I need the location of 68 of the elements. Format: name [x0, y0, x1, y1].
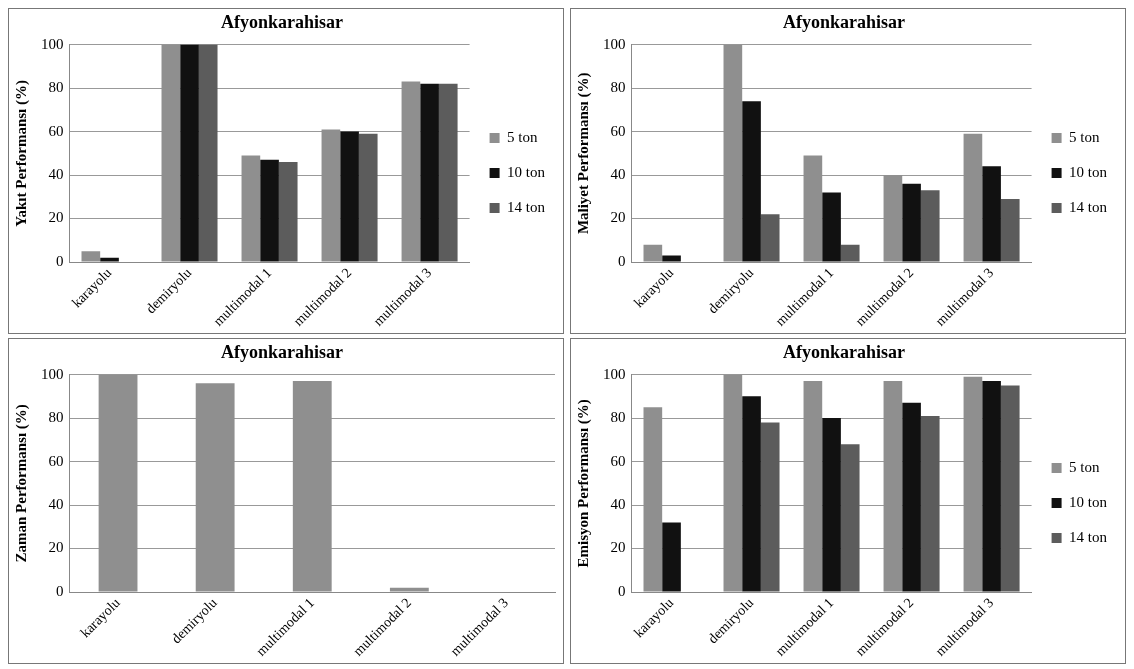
bar: [840, 244, 860, 262]
bar: [982, 166, 1001, 262]
legend-label: 5 ton: [1069, 128, 1100, 145]
y-tick-label: 80: [48, 409, 64, 426]
y-tick-label: 80: [48, 79, 64, 96]
bar: [260, 159, 279, 262]
bar: [822, 418, 841, 592]
y-tick-label: 60: [610, 452, 626, 469]
chart-title: Afyonkarahisar: [220, 342, 344, 363]
legend-label: 14 ton: [1069, 198, 1108, 215]
bar: [1000, 385, 1020, 592]
legend-label: 5 ton: [1069, 458, 1100, 475]
y-tick-label: 100: [41, 365, 64, 382]
legend-label: 10 ton: [1069, 163, 1108, 180]
bar: [278, 162, 298, 262]
y-tick-label: 0: [56, 252, 64, 269]
y-tick-label: 60: [48, 452, 64, 469]
y-tick-label: 60: [610, 122, 626, 139]
bar: [902, 183, 921, 262]
y-tick-label: 40: [610, 166, 626, 183]
y-tick-label: 20: [610, 539, 626, 556]
bar: [358, 133, 378, 262]
bar: [822, 192, 841, 262]
bar: [920, 190, 940, 262]
bar: [1000, 198, 1020, 262]
y-tick-label: 80: [610, 79, 626, 96]
bar: [840, 444, 860, 592]
y-axis-title: Emisyon Performansı (%): [574, 399, 592, 568]
y-tick-label: 20: [610, 209, 626, 226]
bar: [180, 44, 199, 262]
y-tick-label: 0: [618, 582, 626, 599]
chart-title: Afyonkarahisar: [782, 12, 906, 33]
legend-label: 10 ton: [507, 163, 546, 180]
chart-title: Afyonkarahisar: [220, 12, 344, 33]
bar: [420, 83, 439, 262]
y-tick-label: 100: [603, 365, 626, 382]
y-tick-label: 40: [610, 496, 626, 513]
bar: [902, 402, 921, 592]
y-tick-label: 0: [618, 252, 626, 269]
y-tick-label: 100: [603, 35, 626, 52]
legend-label: 10 ton: [1069, 493, 1108, 510]
bar: [742, 396, 761, 592]
y-axis-title: Zaman Performansı (%): [12, 404, 30, 563]
bar: [662, 255, 681, 262]
bar: [438, 83, 458, 262]
bar: [198, 44, 218, 262]
y-tick-label: 20: [48, 539, 64, 556]
bar: [982, 381, 1001, 592]
legend-label: 14 ton: [1069, 528, 1108, 545]
chart-title: Afyonkarahisar: [782, 342, 906, 363]
bar: [742, 101, 761, 262]
legend-label: 5 ton: [507, 128, 538, 145]
bar: [920, 415, 940, 592]
bar: [100, 257, 119, 262]
bar: [662, 522, 681, 592]
bar: [340, 131, 359, 262]
y-tick-label: 80: [610, 409, 626, 426]
y-tick-label: 20: [48, 209, 64, 226]
legend-label: 14 ton: [507, 198, 546, 215]
y-tick-label: 100: [41, 35, 64, 52]
bar: [760, 214, 780, 262]
y-axis-title: Maliyet Performansı (%): [574, 72, 592, 235]
bar: [760, 422, 780, 592]
y-axis-title: Yakıt Performansı (%): [12, 80, 30, 227]
y-tick-label: 40: [48, 166, 64, 183]
y-tick-label: 0: [56, 582, 64, 599]
y-tick-label: 60: [48, 122, 64, 139]
y-tick-label: 40: [48, 496, 64, 513]
